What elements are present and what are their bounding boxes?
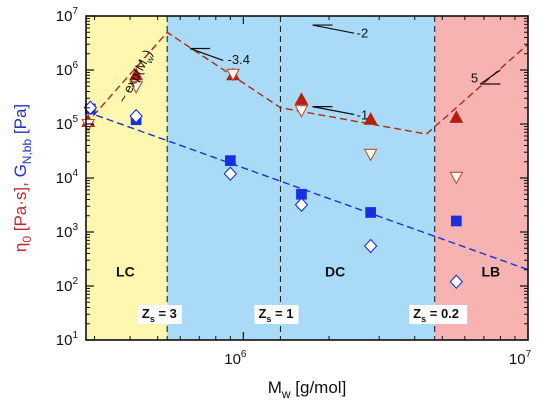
boundary-label: Zs = 0.2 (413, 306, 459, 324)
region-lb (434, 16, 528, 340)
marker-triangle-down (449, 171, 464, 185)
y-tick-label: 103 (56, 222, 79, 241)
region-label: LB (481, 263, 500, 279)
y-tick-label: 107 (56, 6, 79, 25)
marker-diamond (129, 108, 143, 124)
region-label: LC (116, 263, 135, 279)
markers-layer (81, 67, 464, 290)
slope-triangle-line (312, 106, 355, 116)
y-tick-label: 105 (56, 114, 79, 133)
labels-layer: LC DC LB 101 102 103 104 105 106 107 106 107 Mw [g/m… (11, 6, 532, 401)
marker-square (450, 215, 462, 227)
slope-label: -2 (357, 25, 369, 40)
y-axis-label: η0 [Pa·s], GN,bb [Pa] (11, 104, 34, 252)
boundary-label-bg (137, 305, 182, 324)
x-axis-label: Mw [g/mol] (268, 378, 347, 401)
boundaries-layer: Zs = 3 Zs = 1 Zs = 0.2 (137, 16, 468, 340)
marker-diamond (363, 238, 378, 254)
marker-triangle-up (449, 110, 464, 123)
region-label: DC (325, 263, 345, 279)
marker-square (365, 207, 376, 218)
slope-triangle-line (479, 69, 501, 85)
marker-square (224, 155, 236, 166)
marker-diamond (294, 197, 309, 213)
boundary-label-bg (254, 305, 299, 324)
x-tick-label: 106 (224, 349, 247, 368)
slope-label: -3.4 (228, 52, 250, 67)
marker-triangle-up (129, 67, 144, 81)
slope-triangle-line (312, 24, 355, 34)
y-tick-label: 104 (56, 168, 79, 187)
region-lc (86, 16, 168, 340)
boundary-label-bg (409, 305, 468, 324)
y-tick-label: 106 (56, 60, 79, 79)
marker-triangle-down (363, 148, 378, 162)
y-tick-label: 101 (56, 330, 79, 349)
marker-triangle-up (363, 112, 378, 125)
slope-label: -1 (357, 107, 369, 122)
marker-diamond (449, 274, 464, 290)
region-dc (167, 16, 435, 340)
boundary-label: Zs = 1 (258, 306, 293, 324)
fit-line-2 (85, 110, 529, 271)
marker-triangle-up (294, 92, 309, 105)
marker-triangle-down (226, 68, 240, 82)
fit-line-1 (85, 31, 529, 135)
regions-layer (86, 16, 528, 340)
marker-triangle-down (129, 81, 144, 94)
y-tick-label: 102 (56, 276, 79, 295)
slope-triangle-line (189, 47, 224, 62)
boundary-label: Zs = 3 (142, 306, 177, 324)
marker-triangle-down (81, 118, 96, 132)
marker-diamond (223, 166, 238, 182)
x-tick-label: 107 (509, 349, 532, 368)
slope-label: 5 (471, 71, 478, 86)
marker-triangle-down (294, 105, 309, 118)
fit-lines-layer (85, 31, 529, 271)
ticks-layer (86, 15, 529, 341)
